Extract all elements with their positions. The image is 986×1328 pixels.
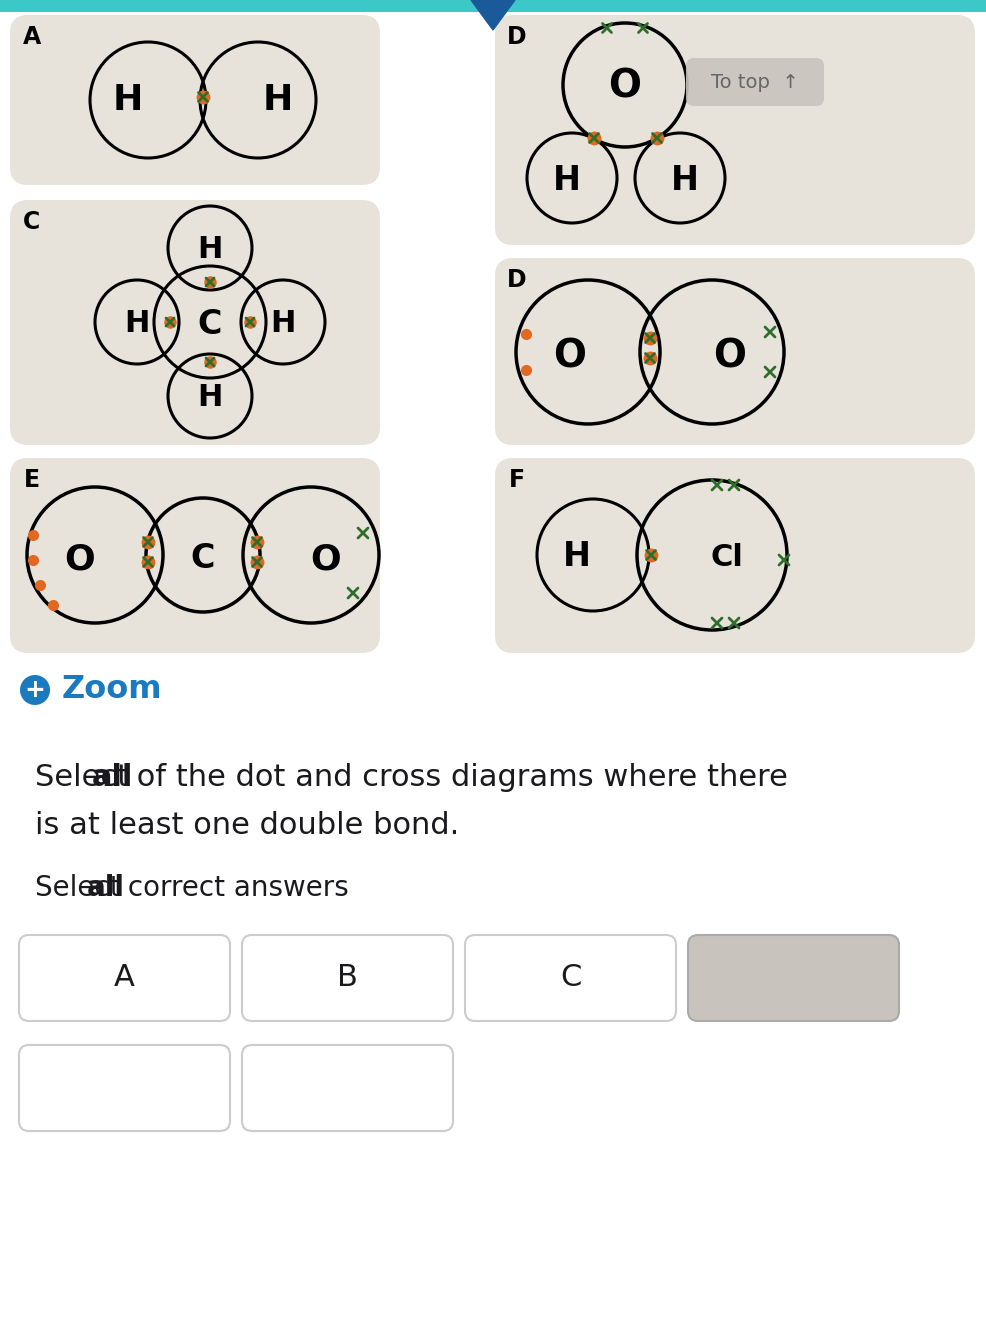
Text: H: H: [197, 384, 223, 413]
FancyBboxPatch shape: [19, 935, 230, 1021]
FancyBboxPatch shape: [10, 15, 380, 185]
Text: Zoom: Zoom: [62, 675, 163, 705]
Text: Select: Select: [35, 874, 129, 902]
Text: O: O: [713, 337, 745, 374]
Text: D: D: [507, 268, 527, 292]
Text: O: O: [608, 68, 641, 106]
Text: +: +: [25, 679, 45, 703]
Text: To top  ↑: To top ↑: [710, 73, 798, 92]
Text: of the dot and cross diagrams where there: of the dot and cross diagrams where ther…: [127, 764, 787, 793]
Circle shape: [20, 675, 50, 705]
Text: C: C: [24, 210, 40, 234]
Text: H: H: [262, 82, 293, 117]
Text: Cl: Cl: [710, 543, 742, 571]
Text: A: A: [23, 25, 41, 49]
Polygon shape: [470, 0, 515, 31]
FancyBboxPatch shape: [464, 935, 675, 1021]
Text: C: C: [197, 308, 222, 340]
Text: H: H: [270, 309, 296, 339]
Text: To: To: [708, 968, 732, 988]
Text: Select: Select: [35, 764, 139, 793]
Text: H: H: [112, 82, 143, 117]
Text: O: O: [64, 542, 96, 576]
Text: all: all: [92, 764, 133, 793]
Text: H: H: [197, 235, 223, 264]
FancyBboxPatch shape: [495, 258, 974, 445]
Text: F: F: [509, 467, 525, 491]
FancyBboxPatch shape: [10, 458, 380, 653]
Text: A: A: [114, 964, 135, 992]
Text: correct answers: correct answers: [119, 874, 348, 902]
FancyBboxPatch shape: [495, 15, 974, 244]
FancyBboxPatch shape: [687, 935, 898, 1021]
Text: B: B: [337, 964, 358, 992]
FancyBboxPatch shape: [10, 201, 380, 445]
Text: ottom ↓: ottom ↓: [752, 968, 844, 988]
FancyBboxPatch shape: [495, 458, 974, 653]
Text: H: H: [670, 163, 698, 197]
Text: D: D: [737, 968, 754, 988]
Text: D: D: [507, 25, 527, 49]
Text: O: O: [553, 337, 586, 374]
FancyBboxPatch shape: [242, 1045, 453, 1131]
Text: all: all: [87, 874, 125, 902]
Text: C: C: [559, 964, 581, 992]
Text: O: O: [311, 542, 341, 576]
FancyBboxPatch shape: [685, 58, 823, 106]
FancyBboxPatch shape: [0, 0, 986, 12]
Text: E: E: [24, 467, 40, 491]
Text: H: H: [552, 163, 581, 197]
Text: is at least one double bond.: is at least one double bond.: [35, 810, 458, 839]
Text: H: H: [124, 309, 150, 339]
FancyBboxPatch shape: [19, 1045, 230, 1131]
FancyBboxPatch shape: [242, 935, 453, 1021]
Text: C: C: [190, 543, 215, 575]
Text: H: H: [562, 540, 591, 574]
